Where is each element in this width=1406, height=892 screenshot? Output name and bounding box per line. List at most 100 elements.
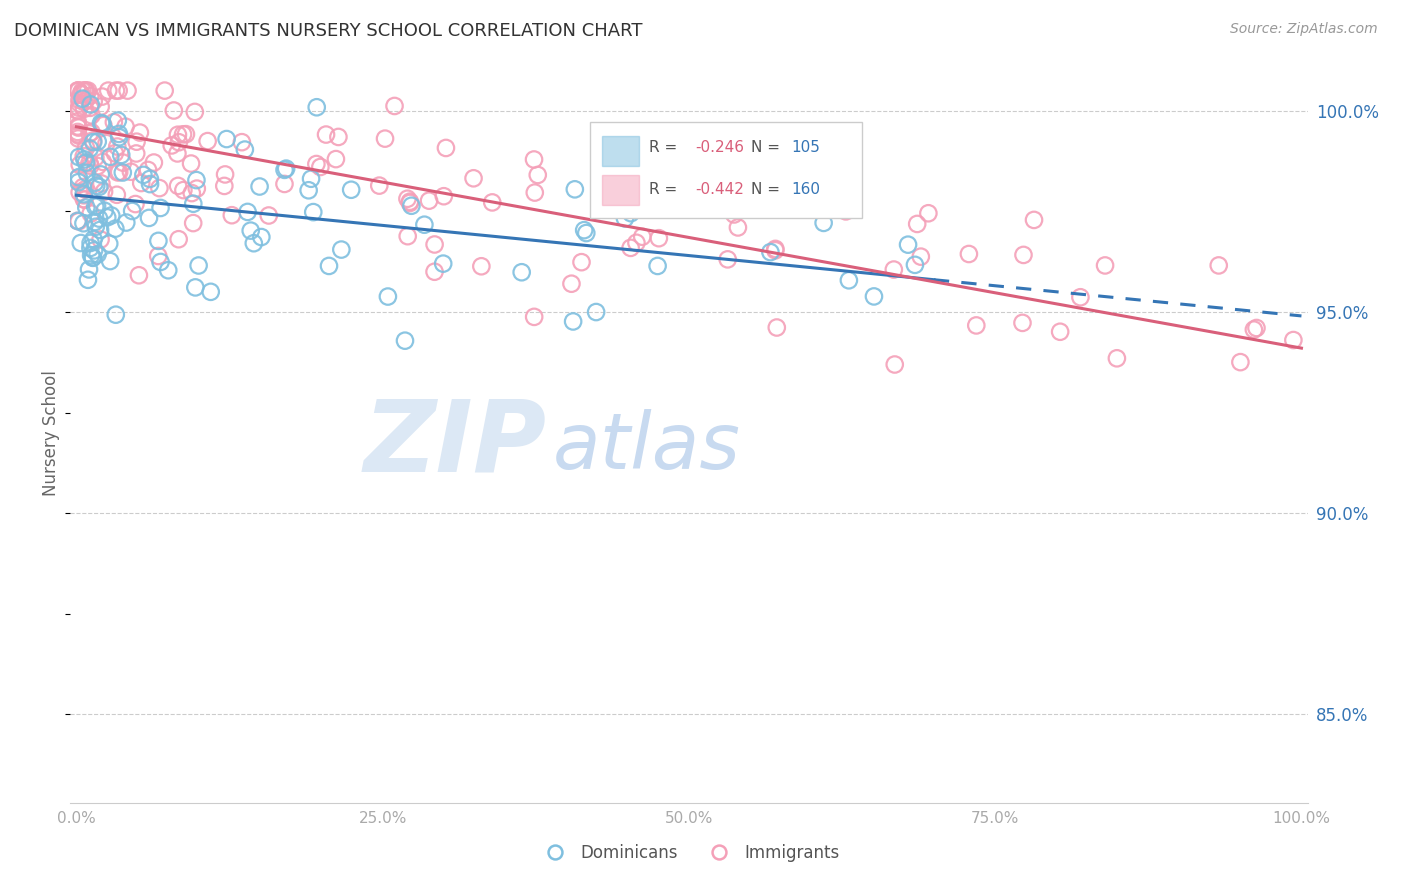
Point	[172, 183, 194, 197]
Point	[571, 255, 593, 269]
Point	[79, 241, 101, 255]
Point	[243, 236, 266, 251]
Point	[73, 102, 96, 116]
Point	[86, 247, 108, 261]
Point	[82, 135, 104, 149]
Point	[564, 182, 586, 196]
Point	[626, 235, 648, 250]
Point	[108, 165, 131, 179]
Point	[180, 186, 202, 200]
Point	[723, 207, 745, 221]
Point	[67, 170, 90, 185]
Point	[340, 183, 363, 197]
Point	[172, 128, 194, 142]
Point	[187, 259, 209, 273]
Point	[1208, 259, 1230, 273]
Point	[73, 192, 96, 206]
Point	[423, 265, 446, 279]
Point	[83, 176, 105, 190]
Point	[73, 153, 96, 167]
Point	[104, 308, 127, 322]
Point	[112, 155, 135, 169]
Point	[75, 201, 97, 215]
Point	[897, 237, 920, 252]
Point	[575, 226, 598, 240]
Point	[76, 166, 98, 180]
Point	[619, 198, 641, 212]
Point	[82, 133, 104, 147]
Point	[105, 139, 128, 153]
Point	[813, 216, 835, 230]
Point	[70, 87, 93, 101]
Point	[66, 114, 89, 128]
Point	[167, 178, 190, 193]
Point	[463, 171, 485, 186]
Point	[82, 251, 104, 265]
Point	[184, 104, 207, 119]
Point	[250, 230, 273, 244]
Point	[139, 172, 162, 186]
Point	[66, 214, 89, 228]
Point	[93, 118, 115, 132]
Point	[759, 245, 782, 260]
Point	[763, 244, 786, 258]
Point	[257, 209, 280, 223]
Point	[917, 206, 939, 220]
Point	[90, 233, 112, 247]
Point	[883, 358, 905, 372]
Point	[79, 142, 101, 156]
Point	[620, 241, 643, 255]
Point	[910, 250, 932, 264]
Point	[1022, 213, 1045, 227]
Point	[197, 134, 219, 148]
Point	[97, 84, 120, 98]
Point	[738, 177, 761, 191]
Point	[318, 259, 340, 273]
Point	[69, 96, 91, 111]
Point	[129, 126, 152, 140]
Point	[396, 229, 419, 244]
Point	[120, 165, 142, 179]
Point	[104, 146, 127, 161]
Point	[1049, 325, 1071, 339]
Point	[93, 185, 115, 199]
Point	[1282, 333, 1305, 347]
Point	[299, 171, 322, 186]
Point	[132, 168, 155, 182]
FancyBboxPatch shape	[591, 121, 862, 218]
Point	[763, 242, 786, 256]
Point	[83, 94, 105, 108]
Point	[374, 131, 396, 145]
Point	[100, 209, 122, 223]
Point	[114, 120, 136, 134]
Point	[377, 289, 399, 303]
Point	[160, 138, 183, 153]
Point	[69, 158, 91, 172]
Point	[1069, 290, 1091, 304]
Point	[231, 135, 253, 149]
Point	[124, 197, 146, 211]
Point	[765, 320, 787, 334]
Text: atlas: atlas	[553, 409, 741, 485]
Point	[149, 201, 172, 215]
Point	[111, 165, 134, 179]
Point	[93, 203, 115, 218]
Point	[86, 199, 108, 213]
Point	[965, 318, 987, 333]
Point	[200, 285, 222, 299]
Point	[75, 141, 97, 155]
Point	[115, 216, 138, 230]
Point	[481, 195, 503, 210]
Point	[73, 187, 96, 202]
Point	[77, 84, 100, 98]
Text: ZIP: ZIP	[364, 395, 547, 492]
Point	[184, 280, 207, 294]
Point	[87, 159, 110, 173]
Point	[87, 180, 110, 194]
Point	[620, 206, 643, 220]
Point	[233, 143, 256, 157]
Point	[470, 260, 492, 274]
Point	[73, 193, 96, 207]
Point	[73, 95, 96, 109]
Bar	[602, 136, 640, 166]
